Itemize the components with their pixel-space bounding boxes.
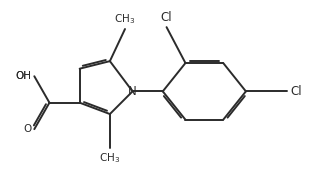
Text: OH: OH	[15, 71, 31, 81]
Text: CH$_3$: CH$_3$	[99, 151, 121, 165]
Text: Cl: Cl	[290, 85, 302, 98]
Text: Cl: Cl	[161, 11, 172, 24]
Text: N: N	[128, 85, 137, 98]
Text: O: O	[23, 124, 31, 134]
Text: OH: OH	[15, 71, 31, 81]
Text: CH$_3$: CH$_3$	[114, 12, 135, 26]
